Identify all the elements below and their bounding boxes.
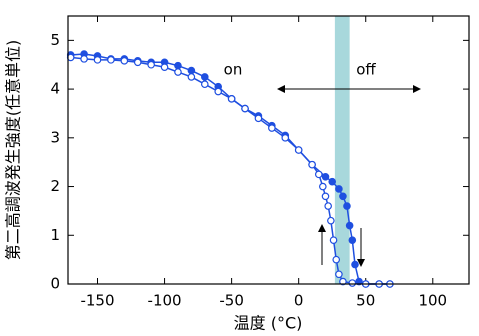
y-tick-label: 0 [50, 275, 60, 293]
y-tick-label: 3 [50, 128, 60, 146]
data-point [214, 87, 223, 96]
data-point [241, 104, 249, 113]
data-point [348, 236, 357, 244]
data-point [268, 124, 276, 132]
data-point [314, 170, 323, 179]
x-tick-label: 0 [294, 292, 304, 310]
data-point [335, 270, 343, 279]
data-point [343, 202, 351, 210]
data-point [80, 55, 88, 63]
data-point [160, 63, 169, 71]
data-point [339, 277, 347, 286]
data-point [345, 221, 354, 230]
x-tick-label: -100 [148, 292, 182, 310]
plot-frame [67, 15, 470, 285]
y-tick-label: 2 [50, 177, 60, 195]
data-point [324, 202, 332, 210]
data-point [351, 260, 359, 269]
data-point [321, 192, 330, 201]
data-point [200, 73, 209, 81]
data-point [328, 177, 337, 186]
annotation-on: on [224, 61, 243, 79]
data-point [321, 173, 330, 181]
data-point [107, 56, 115, 64]
x-axis-label: 温度 (°C) [234, 314, 303, 333]
data-point [329, 236, 338, 244]
y-tick-label: 4 [50, 80, 60, 98]
data-point [254, 114, 263, 123]
data-point [133, 58, 142, 67]
data-point [200, 80, 209, 89]
data-point [327, 216, 335, 225]
data-point [120, 57, 129, 65]
y-tick-label: 5 [50, 31, 60, 49]
data-point [294, 146, 303, 154]
data-point [281, 134, 290, 142]
data-point [319, 182, 327, 191]
x-tick-label: -150 [80, 292, 114, 310]
data-point [147, 60, 155, 69]
highlight-band [334, 16, 350, 284]
data-point [93, 56, 102, 64]
data-point [332, 255, 341, 264]
annotation-off: off [356, 61, 376, 79]
data-point [227, 95, 236, 103]
x-tick-label: -50 [219, 292, 244, 310]
data-point [348, 279, 357, 287]
data-point [339, 192, 347, 201]
x-tick-label: 50 [356, 292, 375, 310]
y-axis-label: 第二高調波発生強度(任意単位) [4, 40, 23, 261]
data-point [174, 68, 182, 76]
data-point [174, 61, 182, 70]
data-point [308, 160, 316, 169]
y-tick-label: 1 [50, 226, 60, 244]
x-tick-label: 100 [418, 292, 447, 310]
data-point [187, 73, 196, 81]
data-point [335, 185, 343, 193]
data-point [187, 66, 196, 75]
